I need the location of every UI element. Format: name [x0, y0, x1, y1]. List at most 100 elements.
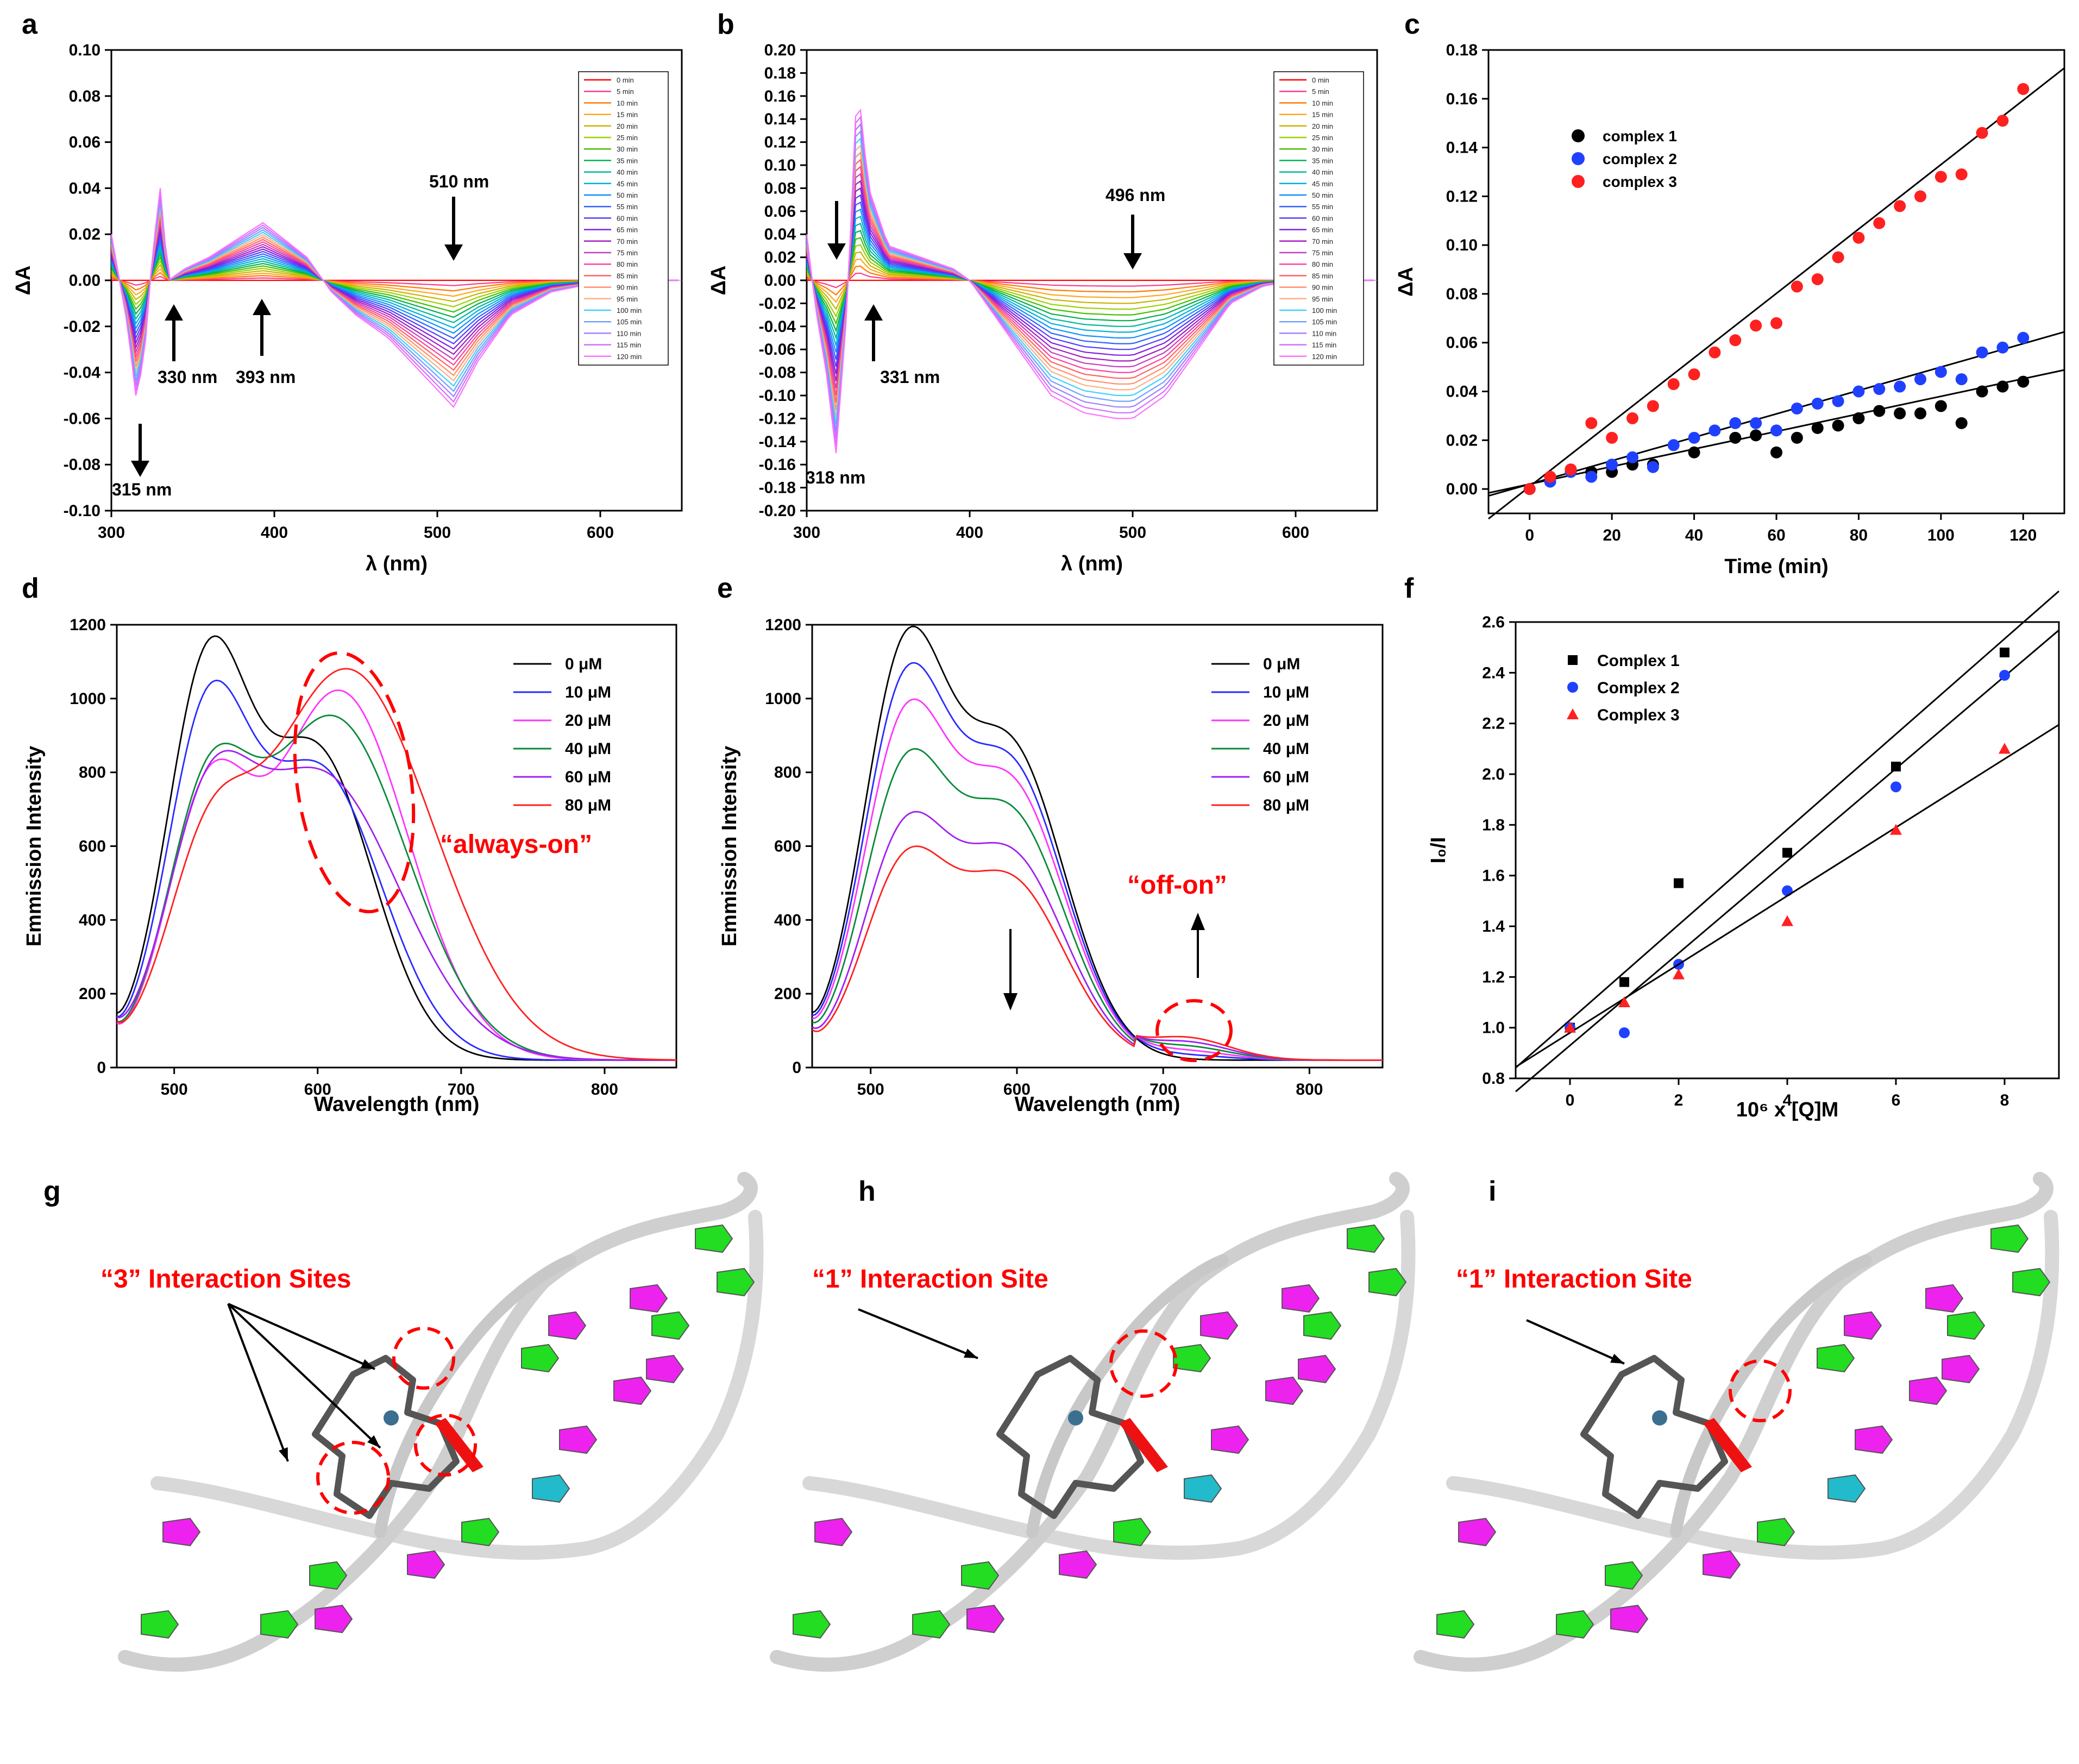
x-tick-label-a: 300 [98, 524, 125, 542]
y-tick-label-b: 0.18 [764, 64, 796, 82]
dna-base [309, 1561, 348, 1590]
data-point-complex-3 [1955, 168, 1968, 180]
y-tick-label-b: 0.20 [764, 41, 796, 59]
data-point-complex-2 [1606, 459, 1618, 471]
data-point-complex-3 [1544, 470, 1556, 483]
y-tick-label-b: 0.10 [764, 156, 796, 174]
data-point-complex-3 [1688, 368, 1700, 381]
callout-off-on: “off-on” [1127, 871, 1227, 900]
legend-label-a: 20 min [617, 122, 638, 130]
dna-base [1925, 1284, 1964, 1313]
legend-label-b: 20 min [1312, 122, 1333, 130]
legend-label-a: 35 min [617, 156, 638, 165]
x-axis-title-d: Wavelength (nm) [314, 1093, 480, 1116]
legend-marker-f [1567, 682, 1578, 693]
dna-backbone-2 [1414, 1172, 2053, 1672]
dna-base [814, 1517, 853, 1547]
legend-marker-c [1572, 129, 1585, 142]
legend-label-b: 10 min [1312, 99, 1333, 107]
dna-base [315, 1604, 353, 1634]
dna-base [1282, 1284, 1320, 1313]
legend-label-d: 40 μM [565, 740, 611, 758]
dashed-circle-e [1155, 999, 1233, 1062]
y-tick-label-a: 0.04 [69, 179, 101, 197]
data-point-complex-1 [1750, 429, 1762, 442]
chart-d: 500 600 700 800 1200 1000 800 600 400 200 0 Wavelen… [23, 616, 677, 1116]
panel-label-f: f [1404, 573, 1414, 604]
data-point-complex-2 [1709, 424, 1721, 437]
x-axis-title-e: Wavelength (nm) [1015, 1093, 1180, 1116]
emission-line-d-3 [116, 714, 676, 1061]
y-tick-label-b: -0.04 [759, 318, 796, 336]
y-axis-title-a: ΔA [12, 266, 35, 296]
data-point-complex-1 [1674, 878, 1684, 888]
legend-label-c: complex 3 [1603, 173, 1677, 190]
annotations-a: 510 nm 330 nm 393 nm 315 nm [112, 172, 489, 499]
dna-backbone-3 [1670, 1254, 1872, 1538]
dna-base [1942, 1354, 1980, 1384]
y-axis-title-f: I₀/I [1427, 837, 1450, 864]
legend-label-a: 15 min [617, 111, 638, 119]
legend-label-b: 115 min [1312, 341, 1336, 349]
panel-label-c: c [1404, 9, 1420, 40]
data-point-complex-2 [1999, 670, 2010, 681]
legend-label-d: 80 μM [565, 796, 611, 814]
legend-label-b: 85 min [1312, 272, 1333, 280]
data-point-complex-2 [1619, 1027, 1630, 1038]
dna-base [1757, 1517, 1795, 1547]
legend-label-b: 5 min [1312, 87, 1329, 96]
data-point-complex-3 [1618, 996, 1630, 1007]
interaction-arrow [858, 1308, 978, 1359]
dna-base [1844, 1311, 1882, 1340]
panel-label-d: d [22, 573, 39, 604]
data-point-complex-3 [1811, 273, 1824, 286]
dna-backbone-2 [770, 1172, 1410, 1672]
dna-base [260, 1610, 299, 1639]
legend-label-b: 105 min [1312, 318, 1337, 326]
dna-base [1298, 1354, 1336, 1384]
annotations-b: 496 nm 331 nm 318 nm [806, 185, 1165, 487]
y-tick-label-c: 0.04 [1446, 383, 1478, 401]
dna-base [1173, 1344, 1211, 1373]
x-tick-label-f: 2 [1674, 1091, 1684, 1109]
dna-base [717, 1267, 755, 1297]
y-tick-label-a: -0.02 [64, 318, 101, 336]
title-i: “1” Interaction Site [1456, 1265, 1692, 1294]
y-tick-label-d: 1200 [70, 616, 106, 634]
x-tick-label-a: 600 [587, 524, 614, 542]
y-tick-label-e: 400 [774, 911, 801, 929]
x-tick-label-f: 8 [2000, 1091, 2009, 1109]
dna-base [407, 1550, 445, 1579]
x-tick-label-f: 6 [1892, 1091, 1901, 1109]
data-point-complex-3 [1729, 334, 1742, 347]
legend-label-b: 15 min [1312, 111, 1333, 119]
x-tick-label-b: 500 [1119, 524, 1146, 542]
y-tick-label-d: 600 [79, 838, 106, 856]
y-tick-label-b: -0.02 [759, 294, 796, 312]
data-point-complex-2 [1811, 397, 1824, 410]
data-point-complex-3 [1976, 127, 1988, 139]
dna-base [695, 1224, 733, 1253]
dna-base [1605, 1561, 1643, 1590]
dna-base [162, 1517, 201, 1547]
data-point-complex-2 [1894, 380, 1906, 393]
interaction-arrowhead [361, 1359, 375, 1369]
dna-base [1556, 1610, 1594, 1639]
callout-always-on: “always-on” [440, 830, 592, 859]
data-point-complex-3 [1673, 968, 1685, 980]
legend-marker-f [1567, 708, 1579, 719]
y-tick-label-c: 0.08 [1446, 285, 1478, 303]
data-point-complex-2 [1976, 346, 1988, 359]
legend-label-b: 30 min [1312, 145, 1333, 153]
legend-label-a: 75 min [617, 249, 638, 257]
legend-label-a: 85 min [617, 272, 638, 280]
data-point-complex-3 [1564, 1021, 1576, 1033]
x-tick-label-f: 0 [1566, 1091, 1575, 1109]
data-point-complex-2 [1667, 439, 1680, 451]
panel-label-e: e [717, 573, 733, 604]
interaction-arrowhead [279, 1447, 288, 1461]
dna-base [1368, 1267, 1407, 1297]
legend-label-b: 50 min [1312, 191, 1333, 199]
dna-base [961, 1561, 1000, 1590]
legend-label-a: 80 min [617, 260, 638, 268]
